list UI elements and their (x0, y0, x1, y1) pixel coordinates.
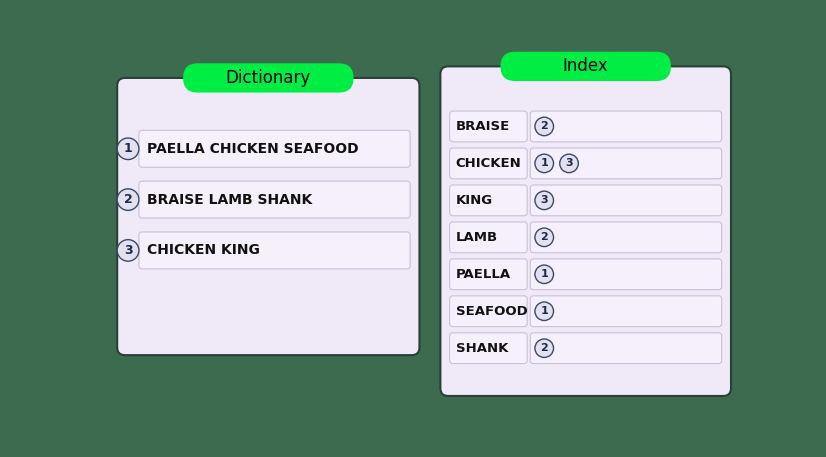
Text: CHICKEN: CHICKEN (456, 157, 522, 170)
Circle shape (535, 265, 553, 283)
Circle shape (117, 189, 139, 210)
Circle shape (117, 239, 139, 261)
FancyBboxPatch shape (530, 148, 722, 179)
FancyBboxPatch shape (139, 181, 411, 218)
Text: PAELLA: PAELLA (456, 268, 511, 281)
FancyBboxPatch shape (530, 111, 722, 142)
FancyBboxPatch shape (117, 78, 420, 355)
Circle shape (535, 339, 553, 357)
Text: LAMB: LAMB (456, 231, 498, 244)
FancyBboxPatch shape (139, 130, 411, 167)
Text: Dictionary: Dictionary (225, 69, 311, 87)
Text: PAELLA CHICKEN SEAFOOD: PAELLA CHICKEN SEAFOOD (147, 142, 358, 156)
FancyBboxPatch shape (530, 185, 722, 216)
Circle shape (117, 138, 139, 159)
FancyBboxPatch shape (183, 64, 354, 93)
Circle shape (560, 154, 578, 173)
Circle shape (535, 191, 553, 210)
FancyBboxPatch shape (440, 66, 731, 396)
FancyBboxPatch shape (139, 232, 411, 269)
Text: 3: 3 (565, 159, 573, 169)
Circle shape (535, 154, 553, 173)
FancyBboxPatch shape (530, 333, 722, 364)
Text: 3: 3 (124, 244, 132, 257)
Text: KING: KING (456, 194, 493, 207)
FancyBboxPatch shape (449, 259, 527, 290)
Text: 1: 1 (124, 142, 132, 155)
Text: 2: 2 (540, 232, 548, 242)
FancyBboxPatch shape (530, 222, 722, 253)
Circle shape (535, 117, 553, 136)
FancyBboxPatch shape (449, 185, 527, 216)
Text: SHANK: SHANK (456, 342, 508, 355)
Text: BRAISE LAMB SHANK: BRAISE LAMB SHANK (147, 192, 312, 207)
Text: 1: 1 (540, 159, 548, 169)
Text: BRAISE: BRAISE (456, 120, 510, 133)
FancyBboxPatch shape (501, 52, 671, 81)
Text: 2: 2 (540, 122, 548, 132)
FancyBboxPatch shape (530, 296, 722, 327)
Text: 1: 1 (540, 306, 548, 316)
Circle shape (535, 302, 553, 320)
FancyBboxPatch shape (449, 111, 527, 142)
FancyBboxPatch shape (530, 259, 722, 290)
FancyBboxPatch shape (449, 333, 527, 364)
Text: 2: 2 (540, 343, 548, 353)
Text: 2: 2 (124, 193, 132, 206)
FancyBboxPatch shape (449, 222, 527, 253)
Text: Index: Index (563, 58, 609, 75)
FancyBboxPatch shape (449, 148, 527, 179)
Text: 1: 1 (540, 269, 548, 279)
FancyBboxPatch shape (449, 296, 527, 327)
Text: CHICKEN KING: CHICKEN KING (147, 244, 259, 257)
Circle shape (535, 228, 553, 247)
Text: SEAFOOD: SEAFOOD (456, 305, 528, 318)
Text: 3: 3 (540, 196, 548, 205)
